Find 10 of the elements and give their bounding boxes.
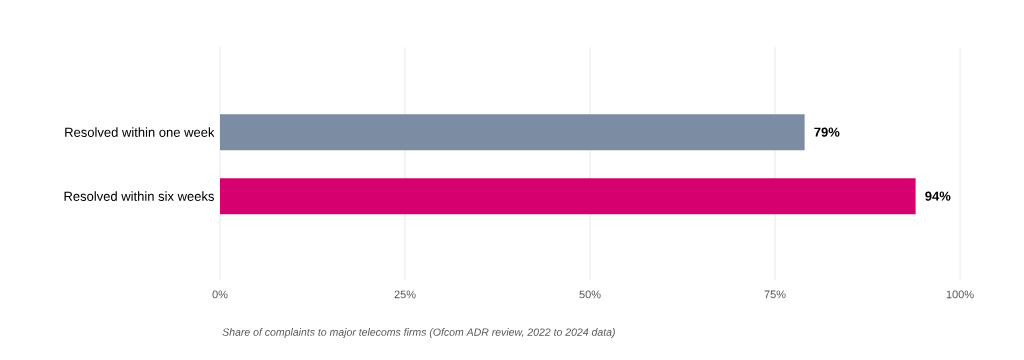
text: Share of complaints to major telecoms firms (Ofcom ADR review, 2022 to 2024 data) bbox=[222, 328, 615, 338]
data-label: 79% bbox=[814, 127, 840, 137]
x-tick-label: 25% bbox=[394, 290, 416, 299]
data-label: 94% bbox=[925, 191, 951, 201]
x-tick-label: 50% bbox=[579, 290, 601, 299]
y-tick-label: Resolved within one week bbox=[65, 127, 215, 137]
x-tick-label: 75% bbox=[764, 290, 786, 299]
x-tick-label: 0% bbox=[212, 290, 228, 299]
y-tick-label: Resolved within six weeks bbox=[64, 191, 214, 201]
x-tick-label: 100% bbox=[946, 290, 974, 299]
